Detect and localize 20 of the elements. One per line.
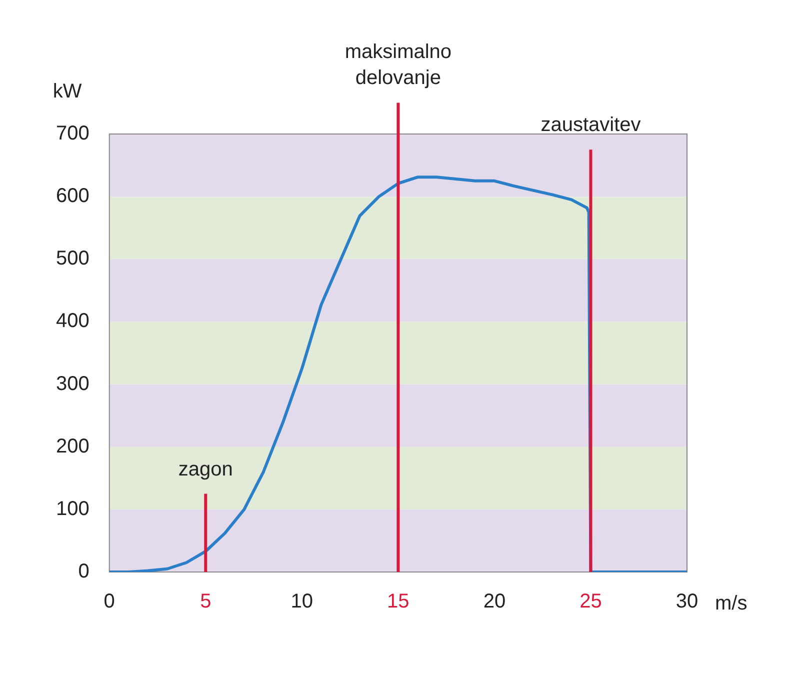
y-tick-label: 400 bbox=[56, 310, 90, 332]
annotation: zagon bbox=[178, 458, 233, 480]
y-tick-label: 200 bbox=[56, 435, 90, 458]
y-tick-label: 500 bbox=[56, 248, 90, 270]
y-tick-label: 600 bbox=[56, 185, 90, 208]
annotation: zaustavitev bbox=[540, 114, 641, 136]
x-tick-label: 15 bbox=[387, 590, 410, 613]
y-axis-title: kW bbox=[52, 80, 82, 103]
x-tick-label: 20 bbox=[483, 590, 506, 613]
annotation: maksimalno delovanje bbox=[344, 41, 452, 90]
x-tick-label: 30 bbox=[676, 590, 698, 613]
y-tick-label: 300 bbox=[56, 372, 90, 395]
y-tick-label: 0 bbox=[78, 560, 90, 583]
x-tick-label: 25 bbox=[580, 590, 602, 613]
x-tick-label: 5 bbox=[200, 590, 212, 613]
x-tick-label: 0 bbox=[104, 590, 115, 613]
x-tick-label: 10 bbox=[290, 590, 314, 613]
x-axis-title: m/s bbox=[715, 592, 748, 615]
y-tick-label: 100 bbox=[56, 498, 90, 520]
y-tick-label: 700 bbox=[56, 122, 90, 145]
